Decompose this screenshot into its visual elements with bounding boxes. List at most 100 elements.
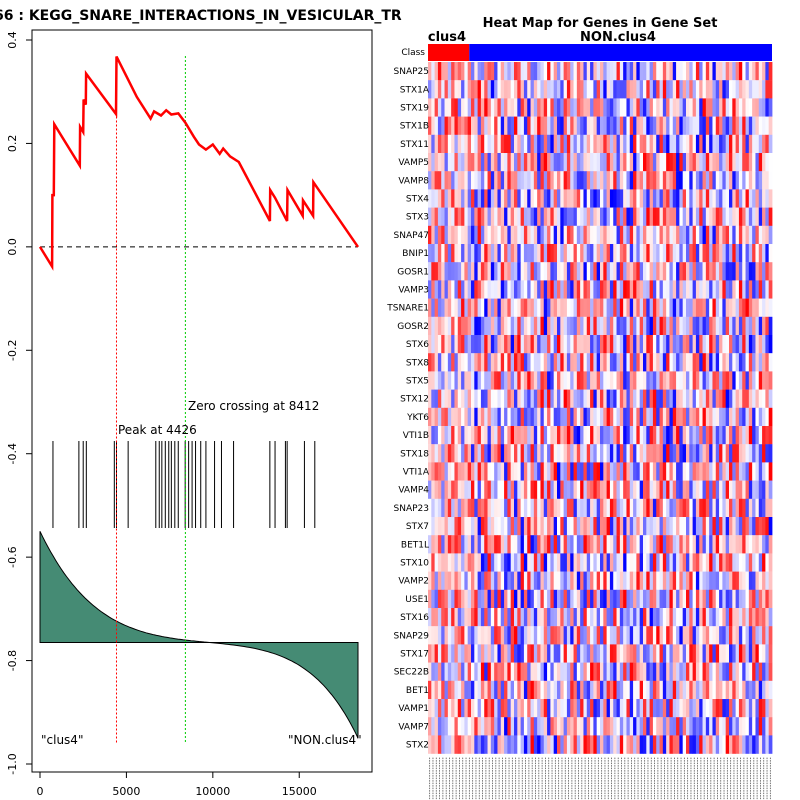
heatmap-cell	[428, 244, 432, 263]
gene-label: STX3	[406, 213, 429, 223]
heatmap-cell	[520, 153, 525, 172]
heatmap-cell	[656, 134, 660, 154]
heatmap-cell	[570, 225, 574, 245]
heatmap-cell	[719, 717, 723, 736]
heatmap-cell	[619, 171, 624, 190]
heatmap-cell	[692, 62, 697, 81]
heatmap-cell	[557, 717, 561, 736]
gene-label: USE1	[405, 595, 429, 605]
heatmap-cell	[523, 517, 528, 536]
heatmap-cell	[695, 644, 700, 663]
heatmap-cell	[672, 134, 677, 154]
heatmap-cell	[639, 480, 644, 499]
heatmap-cell	[762, 280, 766, 299]
heatmap-cell	[514, 480, 518, 499]
heatmap-cell	[507, 134, 512, 154]
heatmap-cell	[619, 462, 624, 481]
heatmap-cell	[434, 80, 439, 99]
heatmap-cell	[471, 389, 475, 408]
heatmap-cell	[600, 371, 604, 390]
heatmap-cell	[643, 153, 647, 172]
heatmap-cell	[735, 407, 740, 427]
heatmap-cell	[573, 80, 578, 99]
heatmap-cell	[573, 589, 578, 609]
heatmap-cell	[480, 171, 485, 190]
heatmap-cell	[755, 498, 760, 518]
heatmap-cell	[494, 717, 498, 736]
heatmap-cell	[537, 480, 541, 499]
heatmap-cell	[643, 680, 647, 700]
heatmap-cell	[686, 389, 690, 408]
heatmap-cell	[510, 717, 515, 736]
heatmap-cell	[659, 680, 664, 700]
heatmap-cell	[494, 735, 498, 754]
heatmap-cell	[596, 134, 601, 154]
heatmap-cell	[480, 662, 485, 681]
heatmap-cell	[510, 608, 515, 627]
heatmap-cell	[643, 225, 647, 245]
heatmap-cell	[705, 699, 710, 718]
heatmap-cell	[652, 498, 657, 518]
heatmap-cell	[484, 189, 488, 208]
heatmap-cell	[523, 426, 528, 445]
heatmap-cell	[457, 498, 462, 518]
heatmap-cell	[606, 498, 611, 518]
heatmap-cell	[590, 335, 594, 354]
heatmap-cell	[543, 62, 548, 81]
heatmap-cell	[606, 735, 611, 754]
heatmap-cell	[441, 171, 445, 190]
heatmap-cell	[553, 680, 558, 700]
heatmap-cell	[738, 407, 743, 427]
heatmap-cell	[715, 407, 720, 427]
heatmap-cell	[537, 280, 541, 299]
heatmap-cell	[762, 589, 766, 609]
heatmap-cell	[705, 298, 710, 317]
heatmap-cell	[467, 626, 472, 645]
heatmap-cell	[639, 407, 644, 427]
heatmap-cell	[580, 626, 584, 645]
heatmap-cell	[662, 498, 667, 518]
heatmap-cell	[765, 189, 770, 208]
heatmap-cell	[530, 371, 535, 390]
heatmap-cell	[603, 699, 608, 718]
heatmap-cell	[626, 262, 631, 281]
heatmap-cell	[609, 353, 614, 372]
heatmap-cell	[471, 298, 475, 317]
heatmap-cell	[494, 644, 498, 663]
heatmap-cell	[537, 535, 541, 554]
heatmap-cell	[510, 389, 515, 408]
heatmap-cell	[636, 225, 641, 245]
heatmap-cell	[560, 426, 565, 445]
heatmap-cell	[676, 626, 680, 645]
heatmap-cell	[762, 371, 766, 390]
heatmap-cell	[487, 444, 492, 463]
heatmap-cell	[596, 535, 601, 554]
heatmap-cell	[527, 735, 531, 754]
heatmap-cell	[510, 153, 515, 172]
heatmap-cell	[477, 644, 482, 663]
heatmap-cell	[437, 717, 442, 736]
heatmap-cell	[560, 517, 565, 536]
heatmap-cell	[669, 207, 674, 226]
heatmap-cell	[662, 225, 667, 245]
heatmap-cell	[600, 280, 604, 299]
heatmap-cell	[725, 644, 730, 663]
heatmap-cell	[659, 171, 664, 190]
heatmap-cell	[530, 407, 535, 427]
heatmap-cell	[669, 717, 674, 736]
heatmap-cell	[573, 189, 578, 208]
heatmap-cell	[619, 426, 624, 445]
heatmap-cell	[745, 571, 750, 590]
heatmap-cell	[573, 735, 578, 754]
heatmap-cell	[457, 662, 462, 681]
heatmap-cell	[490, 699, 495, 718]
heatmap-cell	[600, 535, 604, 554]
heatmap-cell	[557, 571, 561, 590]
heatmap-cell	[709, 480, 713, 499]
heatmap-cell	[434, 444, 439, 463]
heatmap-cell	[494, 535, 498, 554]
heatmap-cell	[487, 589, 492, 609]
heatmap-cell	[609, 225, 614, 245]
heatmap-cell	[729, 62, 733, 81]
heatmap-cell	[682, 116, 687, 135]
